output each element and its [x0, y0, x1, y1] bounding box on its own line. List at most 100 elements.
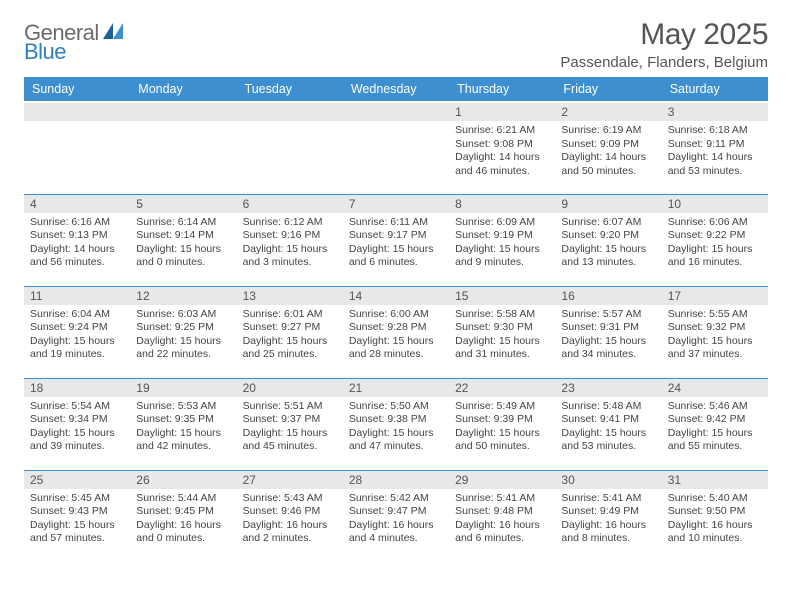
calendar-day-cell: 21Sunrise: 5:50 AMSunset: 9:38 PMDayligh… — [343, 378, 449, 470]
day-number: 16 — [555, 287, 661, 305]
day-number: 3 — [662, 103, 768, 121]
day-number-empty — [24, 103, 130, 121]
day-number: 26 — [130, 471, 236, 489]
day-content: Sunrise: 5:48 AMSunset: 9:41 PMDaylight:… — [555, 397, 661, 456]
day-number: 14 — [343, 287, 449, 305]
day-number: 8 — [449, 195, 555, 213]
calendar-day-cell: 18Sunrise: 5:54 AMSunset: 9:34 PMDayligh… — [24, 378, 130, 470]
calendar-day-cell: 24Sunrise: 5:46 AMSunset: 9:42 PMDayligh… — [662, 378, 768, 470]
day-content: Sunrise: 5:53 AMSunset: 9:35 PMDaylight:… — [130, 397, 236, 456]
calendar-day-cell: 9Sunrise: 6:07 AMSunset: 9:20 PMDaylight… — [555, 194, 661, 286]
calendar-day-cell: 30Sunrise: 5:41 AMSunset: 9:49 PMDayligh… — [555, 470, 661, 562]
day-number: 20 — [237, 379, 343, 397]
calendar-day-cell: 26Sunrise: 5:44 AMSunset: 9:45 PMDayligh… — [130, 470, 236, 562]
calendar-table: SundayMondayTuesdayWednesdayThursdayFrid… — [24, 77, 768, 562]
calendar-day-cell: 5Sunrise: 6:14 AMSunset: 9:14 PMDaylight… — [130, 194, 236, 286]
logo-triangle-icon — [103, 23, 123, 44]
calendar-day-cell: 11Sunrise: 6:04 AMSunset: 9:24 PMDayligh… — [24, 286, 130, 378]
calendar-week-row: 18Sunrise: 5:54 AMSunset: 9:34 PMDayligh… — [24, 378, 768, 470]
day-number: 19 — [130, 379, 236, 397]
day-content: Sunrise: 6:07 AMSunset: 9:20 PMDaylight:… — [555, 213, 661, 272]
calendar-day-cell: 10Sunrise: 6:06 AMSunset: 9:22 PMDayligh… — [662, 194, 768, 286]
day-content: Sunrise: 6:04 AMSunset: 9:24 PMDaylight:… — [24, 305, 130, 364]
weekday-header: Monday — [130, 77, 236, 102]
day-number: 22 — [449, 379, 555, 397]
calendar-day-cell: 1Sunrise: 6:21 AMSunset: 9:08 PMDaylight… — [449, 102, 555, 194]
day-content: Sunrise: 5:44 AMSunset: 9:45 PMDaylight:… — [130, 489, 236, 548]
day-content: Sunrise: 6:19 AMSunset: 9:09 PMDaylight:… — [555, 121, 661, 180]
calendar-day-cell: 6Sunrise: 6:12 AMSunset: 9:16 PMDaylight… — [237, 194, 343, 286]
day-content: Sunrise: 5:43 AMSunset: 9:46 PMDaylight:… — [237, 489, 343, 548]
calendar-day-cell — [237, 102, 343, 194]
page-title: May 2025 — [560, 18, 768, 52]
calendar-day-cell: 31Sunrise: 5:40 AMSunset: 9:50 PMDayligh… — [662, 470, 768, 562]
day-number: 21 — [343, 379, 449, 397]
day-number: 23 — [555, 379, 661, 397]
weekday-header: Saturday — [662, 77, 768, 102]
day-content: Sunrise: 5:57 AMSunset: 9:31 PMDaylight:… — [555, 305, 661, 364]
calendar-day-cell: 3Sunrise: 6:18 AMSunset: 9:11 PMDaylight… — [662, 102, 768, 194]
day-number: 12 — [130, 287, 236, 305]
day-number: 5 — [130, 195, 236, 213]
day-number: 4 — [24, 195, 130, 213]
calendar-day-cell: 27Sunrise: 5:43 AMSunset: 9:46 PMDayligh… — [237, 470, 343, 562]
day-number: 10 — [662, 195, 768, 213]
day-number: 15 — [449, 287, 555, 305]
day-content: Sunrise: 5:42 AMSunset: 9:47 PMDaylight:… — [343, 489, 449, 548]
calendar-day-cell: 15Sunrise: 5:58 AMSunset: 9:30 PMDayligh… — [449, 286, 555, 378]
day-number-empty — [237, 103, 343, 121]
weekday-header: Tuesday — [237, 77, 343, 102]
calendar-body: 1Sunrise: 6:21 AMSunset: 9:08 PMDaylight… — [24, 102, 768, 562]
day-number: 25 — [24, 471, 130, 489]
calendar-page: General May 2025 Passendale, Flanders, B… — [0, 0, 792, 562]
day-number: 1 — [449, 103, 555, 121]
day-content: Sunrise: 6:03 AMSunset: 9:25 PMDaylight:… — [130, 305, 236, 364]
day-number: 24 — [662, 379, 768, 397]
day-number: 30 — [555, 471, 661, 489]
day-number: 13 — [237, 287, 343, 305]
calendar-day-cell — [130, 102, 236, 194]
day-content: Sunrise: 6:21 AMSunset: 9:08 PMDaylight:… — [449, 121, 555, 180]
calendar-week-row: 1Sunrise: 6:21 AMSunset: 9:08 PMDaylight… — [24, 102, 768, 194]
day-number: 11 — [24, 287, 130, 305]
calendar-day-cell: 7Sunrise: 6:11 AMSunset: 9:17 PMDaylight… — [343, 194, 449, 286]
calendar-day-cell: 13Sunrise: 6:01 AMSunset: 9:27 PMDayligh… — [237, 286, 343, 378]
day-number: 9 — [555, 195, 661, 213]
day-content: Sunrise: 5:41 AMSunset: 9:49 PMDaylight:… — [555, 489, 661, 548]
day-content: Sunrise: 5:40 AMSunset: 9:50 PMDaylight:… — [662, 489, 768, 548]
day-number-empty — [130, 103, 236, 121]
calendar-day-cell: 28Sunrise: 5:42 AMSunset: 9:47 PMDayligh… — [343, 470, 449, 562]
calendar-day-cell — [343, 102, 449, 194]
calendar-day-cell: 22Sunrise: 5:49 AMSunset: 9:39 PMDayligh… — [449, 378, 555, 470]
calendar-day-cell: 12Sunrise: 6:03 AMSunset: 9:25 PMDayligh… — [130, 286, 236, 378]
day-number: 17 — [662, 287, 768, 305]
logo-text-blue: Blue — [24, 39, 66, 65]
calendar-day-cell — [24, 102, 130, 194]
weekday-header: Wednesday — [343, 77, 449, 102]
day-number: 18 — [24, 379, 130, 397]
day-number: 27 — [237, 471, 343, 489]
calendar-header-row: SundayMondayTuesdayWednesdayThursdayFrid… — [24, 77, 768, 102]
day-content: Sunrise: 5:58 AMSunset: 9:30 PMDaylight:… — [449, 305, 555, 364]
calendar-day-cell: 20Sunrise: 5:51 AMSunset: 9:37 PMDayligh… — [237, 378, 343, 470]
day-content: Sunrise: 5:50 AMSunset: 9:38 PMDaylight:… — [343, 397, 449, 456]
day-content: Sunrise: 6:09 AMSunset: 9:19 PMDaylight:… — [449, 213, 555, 272]
day-content: Sunrise: 5:49 AMSunset: 9:39 PMDaylight:… — [449, 397, 555, 456]
calendar-day-cell: 23Sunrise: 5:48 AMSunset: 9:41 PMDayligh… — [555, 378, 661, 470]
day-content: Sunrise: 6:01 AMSunset: 9:27 PMDaylight:… — [237, 305, 343, 364]
weekday-header: Thursday — [449, 77, 555, 102]
day-content: Sunrise: 5:46 AMSunset: 9:42 PMDaylight:… — [662, 397, 768, 456]
location-text: Passendale, Flanders, Belgium — [560, 54, 768, 71]
calendar-week-row: 25Sunrise: 5:45 AMSunset: 9:43 PMDayligh… — [24, 470, 768, 562]
day-content: Sunrise: 6:14 AMSunset: 9:14 PMDaylight:… — [130, 213, 236, 272]
calendar-day-cell: 19Sunrise: 5:53 AMSunset: 9:35 PMDayligh… — [130, 378, 236, 470]
calendar-week-row: 4Sunrise: 6:16 AMSunset: 9:13 PMDaylight… — [24, 194, 768, 286]
day-content: Sunrise: 6:18 AMSunset: 9:11 PMDaylight:… — [662, 121, 768, 180]
day-content: Sunrise: 5:41 AMSunset: 9:48 PMDaylight:… — [449, 489, 555, 548]
calendar-day-cell: 2Sunrise: 6:19 AMSunset: 9:09 PMDaylight… — [555, 102, 661, 194]
day-number: 6 — [237, 195, 343, 213]
day-content: Sunrise: 6:16 AMSunset: 9:13 PMDaylight:… — [24, 213, 130, 272]
calendar-day-cell: 8Sunrise: 6:09 AMSunset: 9:19 PMDaylight… — [449, 194, 555, 286]
weekday-header: Sunday — [24, 77, 130, 102]
day-content: Sunrise: 6:11 AMSunset: 9:17 PMDaylight:… — [343, 213, 449, 272]
